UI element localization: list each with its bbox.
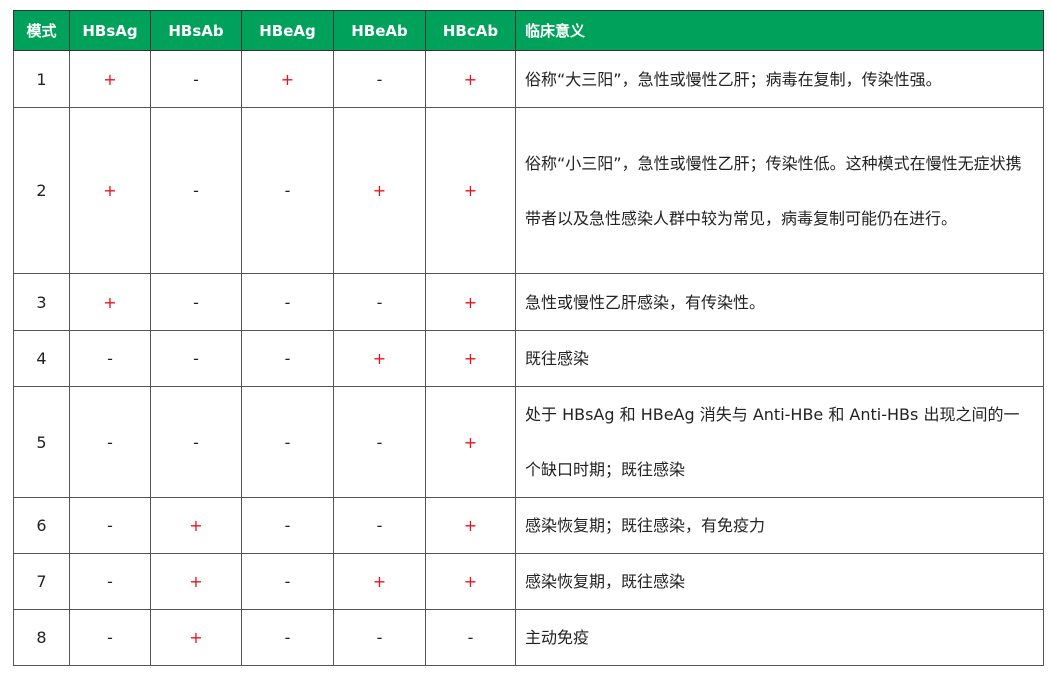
- marker-cell: +: [150, 609, 242, 666]
- column-header: HBeAg: [241, 10, 334, 51]
- meaning-cell: 既往感染: [515, 330, 1044, 387]
- marker-cell: +: [333, 553, 426, 610]
- mode-cell: 4: [13, 330, 70, 387]
- marker-cell: +: [150, 497, 242, 554]
- marker-cell: +: [69, 107, 151, 274]
- mode-cell: 6: [13, 497, 70, 554]
- table-row: 5- - - - + 处于 HBsAg 和 HBeAg 消失与 Anti-HBe 和 An…: [13, 386, 1044, 498]
- table-row: 6- + - - + 感染恢复期；既往感染，有免疫力: [13, 497, 1044, 554]
- meaning-cell: 主动免疫: [515, 609, 1044, 666]
- table-body: 1 + - + - + 俗称“大三阳”，急性或慢性乙肝；病毒在复制，传染性强。 2 + - - + + 俗…: [13, 50, 1044, 666]
- mode-cell: 3: [13, 273, 70, 331]
- marker-cell: -: [333, 273, 426, 331]
- marker-cell: -: [241, 553, 334, 610]
- marker-cell: +: [333, 330, 426, 387]
- column-header: HBsAb: [150, 10, 242, 51]
- marker-cell: +: [69, 50, 151, 108]
- column-header: HBcAb: [425, 10, 516, 51]
- column-header: 临床意义: [515, 10, 1044, 51]
- marker-cell: -: [150, 273, 242, 331]
- mode-cell: 5: [13, 386, 70, 498]
- table-row: 7- + - + + 感染恢复期，既往感染: [13, 553, 1044, 610]
- meaning-cell: 处于 HBsAg 和 HBeAg 消失与 Anti-HBe 和 Anti-HBs…: [515, 386, 1044, 498]
- marker-cell: +: [425, 386, 516, 498]
- meaning-cell: 俗称“大三阳”，急性或慢性乙肝；病毒在复制，传染性强。: [515, 50, 1044, 108]
- marker-cell: -: [333, 50, 426, 108]
- table-row: 8- + - - - 主动免疫: [13, 609, 1044, 666]
- marker-cell: -: [69, 386, 151, 498]
- marker-cell: -: [241, 497, 334, 554]
- column-header: 模式: [13, 10, 70, 51]
- mode-cell: 1: [13, 50, 70, 108]
- marker-cell: -: [241, 330, 334, 387]
- marker-cell: -: [69, 330, 151, 387]
- marker-cell: -: [69, 609, 151, 666]
- hbv-markers-table: 模式 HBsAg HBsAb HBeAg HBeAb HBcAb 临床意义 1 + - + - + 俗称…: [13, 10, 1044, 666]
- marker-cell: -: [241, 273, 334, 331]
- marker-cell: -: [333, 386, 426, 498]
- marker-cell: -: [241, 386, 334, 498]
- column-header: HBeAb: [333, 10, 426, 51]
- mode-cell: 7: [13, 553, 70, 610]
- table-row: 4- - - + + 既往感染: [13, 330, 1044, 387]
- marker-cell: +: [425, 107, 516, 274]
- marker-cell: -: [241, 107, 334, 274]
- marker-cell: +: [241, 50, 334, 108]
- marker-cell: -: [333, 609, 426, 666]
- marker-cell: +: [425, 553, 516, 610]
- marker-cell: +: [150, 553, 242, 610]
- table-row: 1 + - + - + 俗称“大三阳”，急性或慢性乙肝；病毒在复制，传染性强。: [13, 50, 1044, 108]
- marker-cell: -: [425, 609, 516, 666]
- meaning-cell: 急性或慢性乙肝感染，有传染性。: [515, 273, 1044, 331]
- marker-cell: +: [425, 273, 516, 331]
- mode-cell: 8: [13, 609, 70, 666]
- table-row: 3 + - - - + 急性或慢性乙肝感染，有传染性。: [13, 273, 1044, 331]
- marker-cell: +: [69, 273, 151, 331]
- table-row: 2 + - - + + 俗称“小三阳”，急性或慢性乙肝；传染性低。这种模式在慢性无症状携带者…: [13, 107, 1044, 274]
- meaning-cell: 感染恢复期；既往感染，有免疫力: [515, 497, 1044, 554]
- meaning-cell: 俗称“小三阳”，急性或慢性乙肝；传染性低。这种模式在慢性无症状携带者以及急性感染…: [515, 107, 1044, 274]
- column-header: HBsAg: [69, 10, 151, 51]
- marker-cell: -: [241, 609, 334, 666]
- marker-cell: +: [425, 330, 516, 387]
- marker-cell: -: [333, 497, 426, 554]
- marker-cell: +: [425, 50, 516, 108]
- meaning-cell: 感染恢复期，既往感染: [515, 553, 1044, 610]
- marker-cell: -: [69, 553, 151, 610]
- marker-cell: +: [425, 497, 516, 554]
- marker-cell: -: [69, 497, 151, 554]
- marker-cell: -: [150, 50, 242, 108]
- marker-cell: +: [333, 107, 426, 274]
- marker-cell: -: [150, 330, 242, 387]
- marker-cell: -: [150, 107, 242, 274]
- marker-cell: -: [150, 386, 242, 498]
- mode-cell: 2: [13, 107, 70, 274]
- header-row: 模式 HBsAg HBsAb HBeAg HBeAb HBcAb 临床意义: [13, 10, 1044, 51]
